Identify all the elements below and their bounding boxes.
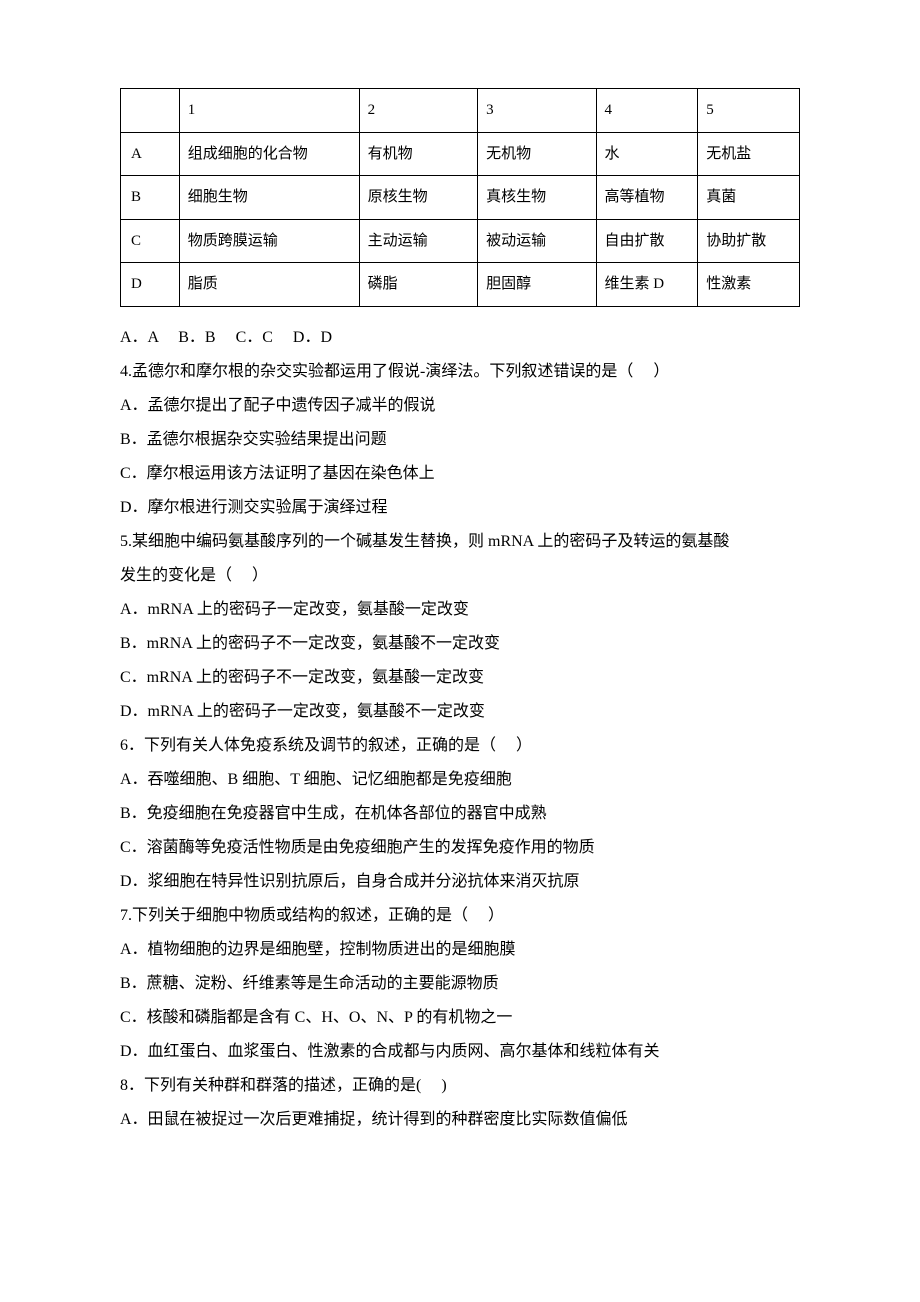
cell: 性激素 (698, 263, 800, 307)
table-row: B 细胞生物 原核生物 真核生物 高等植物 真菌 (121, 176, 800, 220)
cell: 组成细胞的化合物 (179, 132, 359, 176)
q7-opt-d: D．血红蛋白、血浆蛋白、性激素的合成都与内质网、高尔基体和线粒体有关 (120, 1035, 800, 1069)
q6-opt-d: D．浆细胞在特异性识别抗原后，自身合成并分泌抗体来消灭抗原 (120, 865, 800, 899)
cell: 脂质 (179, 263, 359, 307)
q7-stem: 7.下列关于细胞中物质或结构的叙述，正确的是（ ） (120, 899, 800, 933)
cell: 真核生物 (478, 176, 596, 220)
cell: 有机物 (359, 132, 477, 176)
th-3: 3 (478, 89, 596, 133)
cell: 真菌 (698, 176, 800, 220)
cell: 高等植物 (596, 176, 698, 220)
q4-opt-c: C．摩尔根运用该方法证明了基因在染色体上 (120, 457, 800, 491)
cell: C (121, 219, 180, 263)
cell: 自由扩散 (596, 219, 698, 263)
q5-opt-c: C．mRNA 上的密码子不一定改变，氨基酸一定改变 (120, 661, 800, 695)
table-row: D 脂质 磷脂 胆固醇 维生素 D 性激素 (121, 263, 800, 307)
q4-opt-d: D．摩尔根进行测交实验属于演绎过程 (120, 491, 800, 525)
cell: 维生素 D (596, 263, 698, 307)
q7-opt-c: C．核酸和磷脂都是含有 C、H、O、N、P 的有机物之一 (120, 1001, 800, 1035)
page-container: 1 2 3 4 5 A 组成细胞的化合物 有机物 无机物 水 无机盐 B 细胞生… (0, 0, 920, 1197)
table-row: C 物质跨膜运输 主动运输 被动运输 自由扩散 协助扩散 (121, 219, 800, 263)
q8-stem: 8．下列有关种群和群落的描述，正确的是( ) (120, 1069, 800, 1103)
cell: 原核生物 (359, 176, 477, 220)
th-4: 4 (596, 89, 698, 133)
q7-opt-b: B．蔗糖、淀粉、纤维素等是生命活动的主要能源物质 (120, 967, 800, 1001)
cell: 水 (596, 132, 698, 176)
th-blank (121, 89, 180, 133)
q6-opt-b: B．免疫细胞在免疫器官中生成，在机体各部位的器官中成熟 (120, 797, 800, 831)
cell: 无机盐 (698, 132, 800, 176)
q5-stem-1: 5.某细胞中编码氨基酸序列的一个碱基发生替换，则 mRNA 上的密码子及转运的氨… (120, 525, 800, 559)
data-table: 1 2 3 4 5 A 组成细胞的化合物 有机物 无机物 水 无机盐 B 细胞生… (120, 88, 800, 307)
cell: 协助扩散 (698, 219, 800, 263)
th-5: 5 (698, 89, 800, 133)
cell: A (121, 132, 180, 176)
table-row: A 组成细胞的化合物 有机物 无机物 水 无机盐 (121, 132, 800, 176)
cell: D (121, 263, 180, 307)
q6-opt-a: A．吞噬细胞、B 细胞、T 细胞、记忆细胞都是免疫细胞 (120, 763, 800, 797)
cell: 细胞生物 (179, 176, 359, 220)
cell: 胆固醇 (478, 263, 596, 307)
cell: B (121, 176, 180, 220)
answer-choices-row: A．A B．B C．C D．D (120, 321, 800, 355)
q4-opt-b: B．孟德尔根据杂交实验结果提出问题 (120, 423, 800, 457)
th-2: 2 (359, 89, 477, 133)
q5-opt-a: A．mRNA 上的密码子一定改变，氨基酸一定改变 (120, 593, 800, 627)
th-1: 1 (179, 89, 359, 133)
table-header-row: 1 2 3 4 5 (121, 89, 800, 133)
q8-opt-a: A．田鼠在被捉过一次后更难捕捉，统计得到的种群密度比实际数值偏低 (120, 1103, 800, 1137)
cell: 磷脂 (359, 263, 477, 307)
q6-stem: 6．下列有关人体免疫系统及调节的叙述，正确的是（ ） (120, 729, 800, 763)
cell: 物质跨膜运输 (179, 219, 359, 263)
q4-opt-a: A．孟德尔提出了配子中遗传因子减半的假说 (120, 389, 800, 423)
q4-stem: 4.孟德尔和摩尔根的杂交实验都运用了假说-演绎法。下列叙述错误的是（ ） (120, 355, 800, 389)
q5-opt-b: B．mRNA 上的密码子不一定改变，氨基酸不一定改变 (120, 627, 800, 661)
q5-stem-2: 发生的变化是（ ） (120, 559, 800, 593)
q5-opt-d: D．mRNA 上的密码子一定改变，氨基酸不一定改变 (120, 695, 800, 729)
q7-opt-a: A．植物细胞的边界是细胞壁，控制物质进出的是细胞膜 (120, 933, 800, 967)
cell: 无机物 (478, 132, 596, 176)
cell: 主动运输 (359, 219, 477, 263)
cell: 被动运输 (478, 219, 596, 263)
q6-opt-c: C．溶菌酶等免疫活性物质是由免疫细胞产生的发挥免疫作用的物质 (120, 831, 800, 865)
